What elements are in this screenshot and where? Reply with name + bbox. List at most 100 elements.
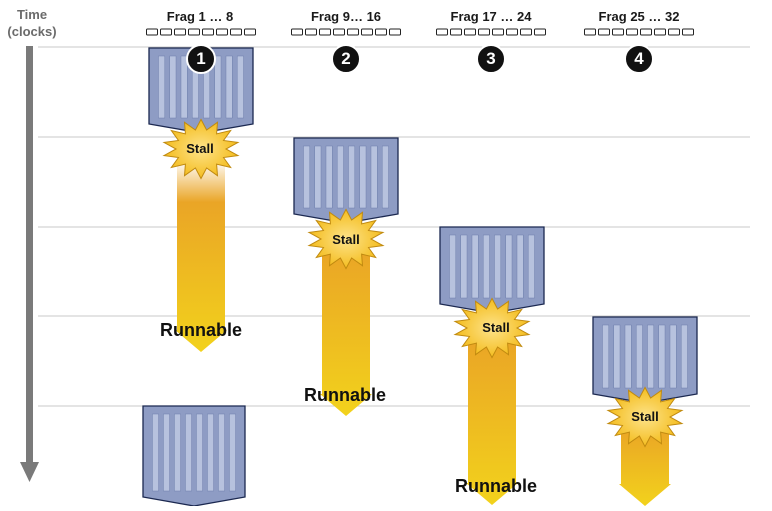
group-1-fragment-block-fragment (236, 55, 244, 119)
group-2-fragment-ticks-tick (291, 28, 303, 36)
group-3-stall-burst (453, 297, 531, 359)
group-3-fragment-block-fragment (516, 234, 524, 299)
group-1-fragment-block-next-fragment (163, 413, 170, 492)
group-3-fragment-ticks-tick (534, 28, 546, 36)
group-2-fragment-ticks-tick (305, 28, 317, 36)
group-4-fragment-block-fragment (647, 324, 655, 389)
group-3-title: Frag 17 … 24 (450, 9, 532, 24)
group-1-fragment-block-fragment (180, 55, 188, 119)
group-4-badge-number: 4 (634, 49, 644, 68)
group-1-fragment-ticks-tick (230, 28, 242, 36)
group-3-stall-label: Stall (482, 320, 510, 335)
group-4-fragment-block-fragment (602, 324, 610, 389)
group-3-fragment-ticks (436, 28, 546, 36)
group-3-fragment-ticks-tick (450, 28, 462, 36)
time-axis-label: Time (clocks) (4, 6, 60, 40)
group-4-fragment-block-fragment (613, 324, 621, 389)
group-4-fragment-ticks (584, 28, 694, 36)
group-3-fragment-ticks-tick (492, 28, 504, 36)
group-4-fragment-ticks-tick (682, 28, 694, 36)
group-4-fragment-ticks-tick (598, 28, 610, 36)
group-2-fragment-ticks-tick (347, 28, 359, 36)
group-3-fragment-block-fragment (527, 234, 535, 299)
group-4-fragment-ticks-tick (640, 28, 652, 36)
group-4-fragment-ticks-tick (654, 28, 666, 36)
group-3-badge (476, 44, 506, 74)
group-4-fragment-block-fragment (624, 324, 632, 389)
group-2-fragment-ticks-tick (333, 28, 345, 36)
group-2-runnable-arrow (320, 250, 372, 416)
group-2-fragment-block-fragment (325, 145, 333, 209)
group-2-fragment-ticks-tick (389, 28, 401, 36)
group-1-fragment-block-next (142, 405, 246, 507)
group-4-fragment-ticks-tick (626, 28, 638, 36)
group-2-fragment-block-fragment (348, 145, 356, 209)
group-1-fragment-block-next-fragment (229, 413, 236, 492)
group-4-runnable-arrow (619, 428, 671, 506)
group-2-badge-number: 2 (341, 49, 351, 68)
group-1-fragment-block-fragment (214, 55, 222, 119)
group-3-fragment-block-fragment (505, 234, 513, 299)
group-1-fragment-block-next-fragment (152, 413, 159, 492)
group-2-fragment-block-fragment (370, 145, 378, 209)
group-2-title: Frag 9… 16 (310, 9, 382, 24)
group-4-fragment-ticks-tick (584, 28, 596, 36)
group-1-fragment-block-next-fragment (207, 413, 214, 492)
group-1-stall-burst (162, 118, 240, 180)
time-axis-arrow (20, 46, 39, 482)
group-1-fragment-block-next-fragment (218, 413, 225, 492)
group-2-stall-burst (307, 208, 385, 270)
group-4-fragment-ticks-tick (668, 28, 680, 36)
group-1-runnable-label: Runnable (159, 320, 242, 340)
group-2-fragment-ticks (291, 28, 401, 36)
group-1-fragment-block-next-fragment (174, 413, 181, 492)
group-2-stall-label: Stall (332, 232, 360, 247)
fragment-groups (142, 28, 698, 507)
group-2-fragment-ticks-tick (319, 28, 331, 36)
group-1-fragment-block-fragment (169, 55, 177, 119)
group-3-fragment-ticks-tick (464, 28, 476, 36)
group-1-fragment-ticks-tick (174, 28, 186, 36)
group-3-fragment-block-fragment (494, 234, 502, 299)
group-3-badge-number: 3 (486, 49, 496, 68)
group-2-fragment-block-fragment (336, 145, 344, 209)
group-1-runnable-arrow (175, 160, 227, 352)
group-1-fragment-ticks-tick (216, 28, 228, 36)
group-4-fragment-block-fragment (669, 324, 677, 389)
group-3-fragment-block-fragment (449, 234, 457, 299)
group-1-fragment-block (148, 47, 254, 134)
group-2-runnable-label: Runnable (303, 385, 386, 405)
group-2-fragment-ticks-tick (375, 28, 387, 36)
group-4-badge (624, 44, 654, 74)
group-1-fragment-block-fragment (158, 55, 166, 119)
group-4-fragment-block-fragment (680, 324, 688, 389)
group-4-fragment-block-fragment (658, 324, 666, 389)
group-3-fragment-ticks-tick (520, 28, 532, 36)
group-1-title: Frag 1 … 8 (166, 9, 234, 24)
group-2-fragment-block (293, 137, 399, 224)
group-1-fragment-ticks-tick (146, 28, 158, 36)
group-2-fragment-block-fragment (359, 145, 367, 209)
group-4-stall-burst (606, 386, 684, 448)
group-4-stall-label: Stall (631, 409, 659, 424)
group-1-badge (186, 44, 216, 74)
group-4-fragment-ticks-tick (612, 28, 624, 36)
group-2-badge (331, 44, 361, 74)
group-3-fragment-ticks-tick (506, 28, 518, 36)
group-1-fragment-ticks (146, 28, 256, 36)
group-1-fragment-ticks-tick (188, 28, 200, 36)
group-3-fragment-ticks-tick (436, 28, 448, 36)
group-1-fragment-ticks-tick (160, 28, 172, 36)
group-3-fragment-block-fragment (471, 234, 479, 299)
group-2-fragment-block-fragment (314, 145, 322, 209)
group-2-fragment-block-fragment (381, 145, 389, 209)
group-4-fragment-block-fragment (635, 324, 643, 389)
group-3-runnable-arrow (466, 339, 518, 505)
group-3-fragment-block-fragment (482, 234, 490, 299)
group-2-fragment-ticks-tick (361, 28, 373, 36)
group-3-fragment-block-fragment (460, 234, 468, 299)
group-2-fragment-block-fragment (303, 145, 311, 209)
group-3-runnable-label: Runnable (454, 476, 537, 496)
